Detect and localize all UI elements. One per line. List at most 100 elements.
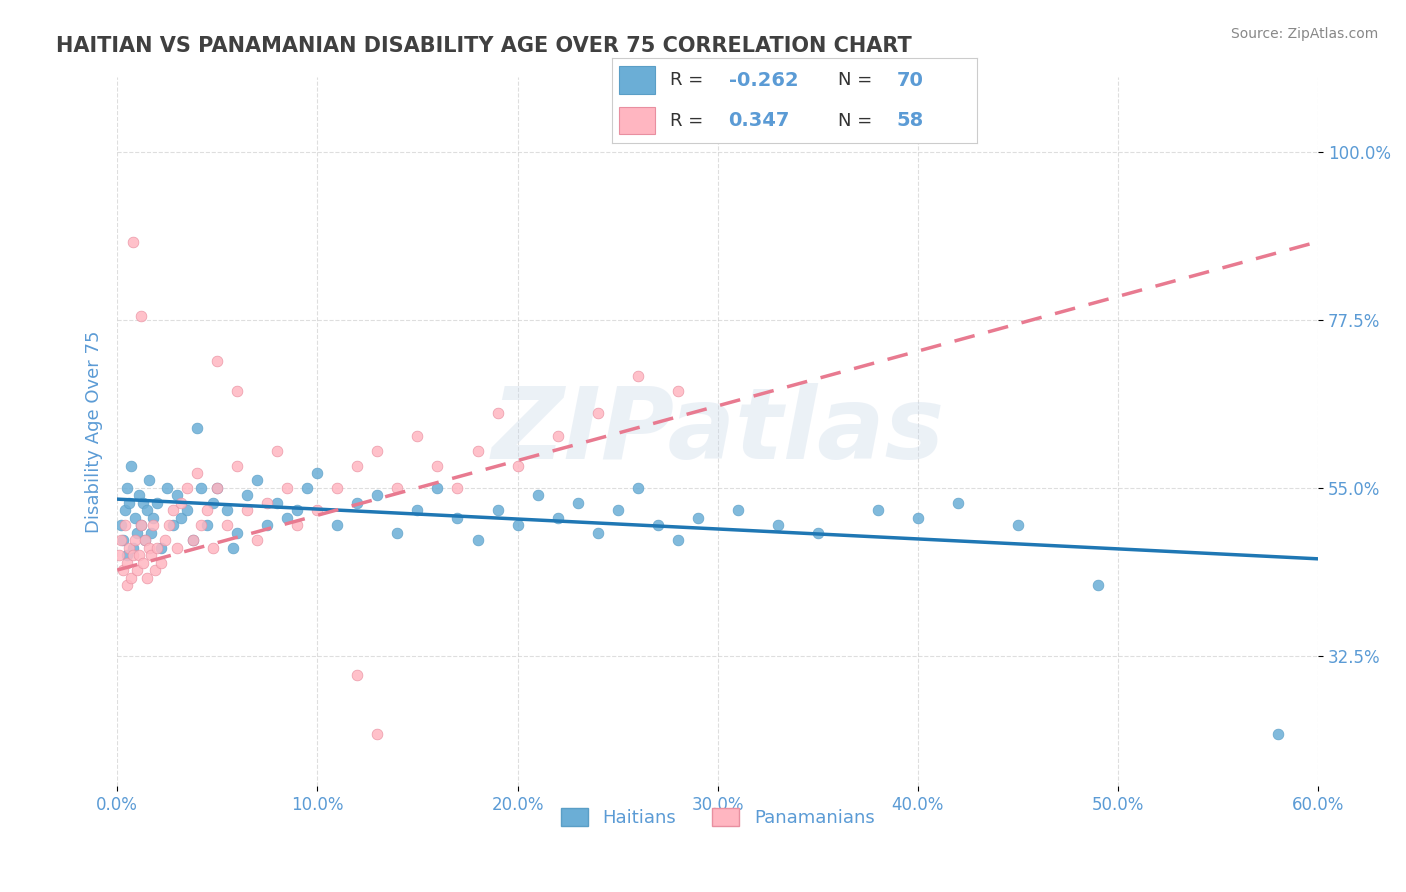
Point xyxy=(946,496,969,510)
Point xyxy=(387,525,409,540)
Point xyxy=(285,518,308,533)
Point xyxy=(217,503,239,517)
Point xyxy=(118,496,141,510)
Point xyxy=(112,563,135,577)
Point xyxy=(586,525,609,540)
Point xyxy=(866,503,889,517)
Y-axis label: Disability Age Over 75: Disability Age Over 75 xyxy=(86,331,103,533)
Point xyxy=(766,518,789,533)
Point xyxy=(907,510,929,524)
Point xyxy=(150,556,173,570)
Point xyxy=(166,541,188,555)
Text: HAITIAN VS PANAMANIAN DISABILITY AGE OVER 75 CORRELATION CHART: HAITIAN VS PANAMANIAN DISABILITY AGE OVE… xyxy=(56,36,912,55)
Point xyxy=(467,533,489,548)
Point xyxy=(307,466,329,480)
Point xyxy=(129,310,152,324)
Point xyxy=(112,533,135,548)
Text: ZIPatlas: ZIPatlas xyxy=(491,384,945,481)
Point xyxy=(132,556,155,570)
Point xyxy=(141,525,163,540)
FancyBboxPatch shape xyxy=(619,107,655,134)
Point xyxy=(115,481,138,495)
Point xyxy=(127,525,149,540)
Point xyxy=(467,443,489,458)
Point xyxy=(134,533,156,548)
Point xyxy=(506,458,529,473)
Point xyxy=(236,488,259,502)
Point xyxy=(666,384,689,398)
Point xyxy=(136,503,159,517)
Point xyxy=(207,481,229,495)
Point xyxy=(627,481,650,495)
Point xyxy=(122,541,145,555)
Point xyxy=(181,533,204,548)
Point xyxy=(132,496,155,510)
Point xyxy=(142,518,165,533)
Point xyxy=(181,533,204,548)
Point xyxy=(156,481,179,495)
Point xyxy=(128,548,150,562)
Point xyxy=(606,503,628,517)
Point xyxy=(686,510,709,524)
Text: R =: R = xyxy=(671,71,703,89)
Point xyxy=(547,510,569,524)
Point xyxy=(627,369,650,384)
Point xyxy=(122,548,145,562)
Point xyxy=(124,510,146,524)
Point xyxy=(297,481,319,495)
Point xyxy=(406,503,429,517)
Point xyxy=(127,563,149,577)
Text: -0.262: -0.262 xyxy=(728,70,799,89)
Text: 70: 70 xyxy=(897,70,924,89)
Point xyxy=(346,458,368,473)
Point xyxy=(307,503,329,517)
Point xyxy=(186,466,208,480)
Point xyxy=(108,548,131,562)
Point xyxy=(162,503,184,517)
Point xyxy=(170,510,193,524)
Text: 0.347: 0.347 xyxy=(728,112,790,130)
Point xyxy=(129,518,152,533)
Point xyxy=(446,510,468,524)
Point xyxy=(506,518,529,533)
Point xyxy=(195,503,218,517)
Point xyxy=(207,354,229,368)
Point xyxy=(150,541,173,555)
Point xyxy=(146,541,169,555)
Point xyxy=(256,496,278,510)
Point xyxy=(647,518,669,533)
Point xyxy=(122,235,145,249)
Point xyxy=(115,578,138,592)
Point xyxy=(727,503,749,517)
Point xyxy=(120,458,142,473)
Point xyxy=(1087,578,1109,592)
Point xyxy=(110,518,132,533)
Point xyxy=(547,428,569,442)
Point xyxy=(136,570,159,584)
Point xyxy=(486,406,509,420)
Text: Source: ZipAtlas.com: Source: ZipAtlas.com xyxy=(1230,27,1378,41)
Point xyxy=(226,384,249,398)
Point xyxy=(406,428,429,442)
Point xyxy=(567,496,589,510)
Point xyxy=(115,548,138,562)
Point xyxy=(134,533,156,548)
Point xyxy=(226,458,249,473)
Point xyxy=(157,518,180,533)
Point xyxy=(326,481,349,495)
Point xyxy=(387,481,409,495)
Point xyxy=(236,503,259,517)
Point xyxy=(118,541,141,555)
Point xyxy=(146,496,169,510)
Point xyxy=(170,496,193,510)
Point xyxy=(129,518,152,533)
Point xyxy=(526,488,548,502)
Point xyxy=(1267,727,1289,741)
Point xyxy=(326,518,349,533)
Point xyxy=(138,474,160,488)
Point xyxy=(366,443,388,458)
Point xyxy=(114,503,136,517)
Legend: Haitians, Panamanians: Haitians, Panamanians xyxy=(554,800,882,834)
Point xyxy=(346,496,368,510)
Point xyxy=(162,518,184,533)
